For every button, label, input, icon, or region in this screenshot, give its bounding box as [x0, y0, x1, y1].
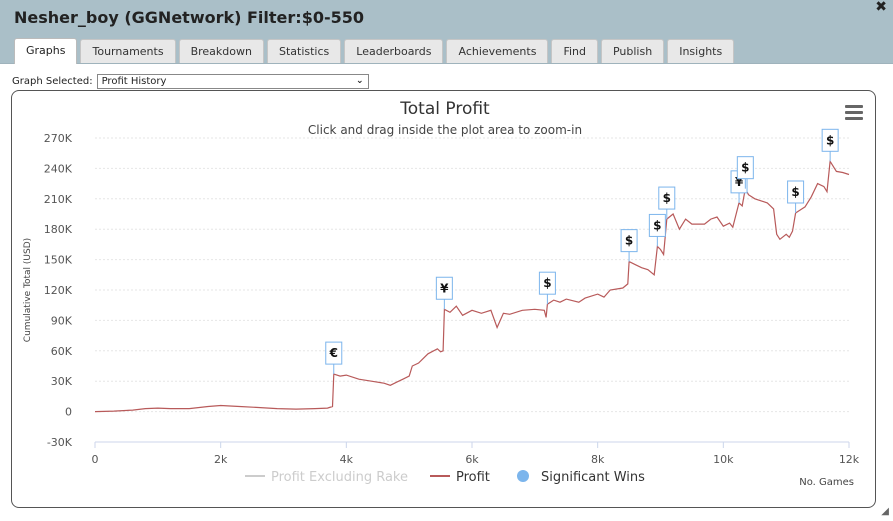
- significant-win-flag[interactable]: [658, 186, 676, 210]
- x-tick-label: 0: [92, 453, 99, 466]
- y-tick-label: 0: [65, 406, 72, 419]
- tab-breakdown[interactable]: Breakdown: [178, 39, 264, 63]
- legend-item-label[interactable]: Profit Excluding Rake: [271, 470, 408, 485]
- y-tick-label: 270K: [44, 132, 73, 145]
- significant-win-flag[interactable]: [435, 276, 453, 300]
- significant-win-symbol[interactable]: ¥: [735, 175, 744, 189]
- chart-panel[interactable]: Total Profit Click and drag inside the pl…: [11, 90, 876, 508]
- significant-win-symbol[interactable]: $: [543, 276, 551, 290]
- tab-find[interactable]: Find: [551, 39, 598, 63]
- significant-win-symbol[interactable]: $: [791, 185, 799, 199]
- window-titlebar: Nesher_boy (GGNetwork) Filter:$0-550 ✖ G…: [0, 0, 893, 64]
- tab-statistics[interactable]: Statistics: [266, 39, 342, 63]
- graph-select-label: Graph Selected:: [12, 75, 93, 87]
- significant-win-flag[interactable]: [648, 213, 666, 237]
- significant-win-symbol[interactable]: $: [663, 191, 671, 205]
- significant-win-flag[interactable]: [736, 156, 754, 180]
- tab-leaderboards[interactable]: Leaderboards: [344, 39, 444, 63]
- y-tick-label: 30K: [51, 375, 73, 388]
- x-tick-label: 10k: [713, 453, 734, 466]
- significant-win-symbol[interactable]: $: [826, 133, 834, 147]
- x-tick-label: 4k: [340, 453, 354, 466]
- graph-select-value: Profit History: [101, 75, 167, 87]
- y-tick-label: 60K: [51, 345, 73, 358]
- y-tick-label: 90K: [51, 314, 73, 327]
- y-tick-label: 180K: [44, 223, 73, 236]
- hamburger-menu-icon[interactable]: [845, 105, 863, 121]
- y-tick-label: 210K: [44, 193, 73, 206]
- tab-tournaments[interactable]: Tournaments: [80, 39, 176, 63]
- profit-chart[interactable]: Total Profit Click and drag inside the pl…: [12, 91, 876, 508]
- significant-win-flag[interactable]: [620, 229, 638, 253]
- x-tick-label: 8k: [591, 453, 605, 466]
- x-axis-title: No. Games: [799, 477, 854, 488]
- chart-title: Total Profit: [399, 99, 490, 119]
- chevron-down-icon: ⌄: [356, 75, 364, 86]
- significant-win-flag[interactable]: [821, 128, 839, 152]
- legend-item-label[interactable]: Profit: [456, 470, 490, 485]
- significant-win-flag[interactable]: [325, 341, 343, 365]
- tab-bar: Graphs Tournaments Breakdown Statistics Lead…: [14, 38, 737, 64]
- resize-grip-icon[interactable]: ◢: [881, 506, 889, 517]
- significant-win-symbol[interactable]: $: [625, 234, 633, 248]
- x-tick-label: 6k: [465, 453, 479, 466]
- significant-win-symbol[interactable]: ¥: [440, 281, 449, 295]
- y-tick-label: 120K: [44, 284, 73, 297]
- y-tick-label: -30K: [47, 436, 73, 449]
- series-line-profit: [94, 159, 850, 413]
- y-axis-title: Cumulative Total (USD): [23, 238, 33, 342]
- legend-swatch[interactable]: [517, 470, 529, 482]
- y-tick-label: 150K: [44, 254, 73, 267]
- significant-win-symbol[interactable]: $: [653, 218, 661, 232]
- legend-item-label[interactable]: Significant Wins: [541, 470, 645, 485]
- tab-achievements[interactable]: Achievements: [446, 39, 549, 63]
- significant-win-symbol[interactable]: €: [329, 346, 338, 360]
- window-title: Nesher_boy (GGNetwork) Filter:$0-550: [14, 8, 364, 27]
- tab-insights[interactable]: Insights: [667, 39, 735, 63]
- tab-publish[interactable]: Publish: [600, 39, 665, 63]
- x-tick-label: 2k: [214, 453, 228, 466]
- graph-select-row: Graph Selected: Profit History ⌄: [12, 73, 369, 89]
- graph-select-dropdown[interactable]: Profit History ⌄: [96, 73, 369, 89]
- chart-subtitle: Click and drag inside the plot area to z…: [308, 123, 582, 137]
- significant-win-flag[interactable]: [787, 180, 805, 204]
- significant-win-symbol[interactable]: $: [741, 161, 749, 175]
- close-icon[interactable]: ✖: [875, 0, 887, 15]
- tab-graphs[interactable]: Graphs: [14, 38, 78, 64]
- x-tick-label: 12k: [839, 453, 860, 466]
- y-tick-label: 240K: [44, 162, 73, 175]
- significant-win-flag[interactable]: [538, 271, 556, 295]
